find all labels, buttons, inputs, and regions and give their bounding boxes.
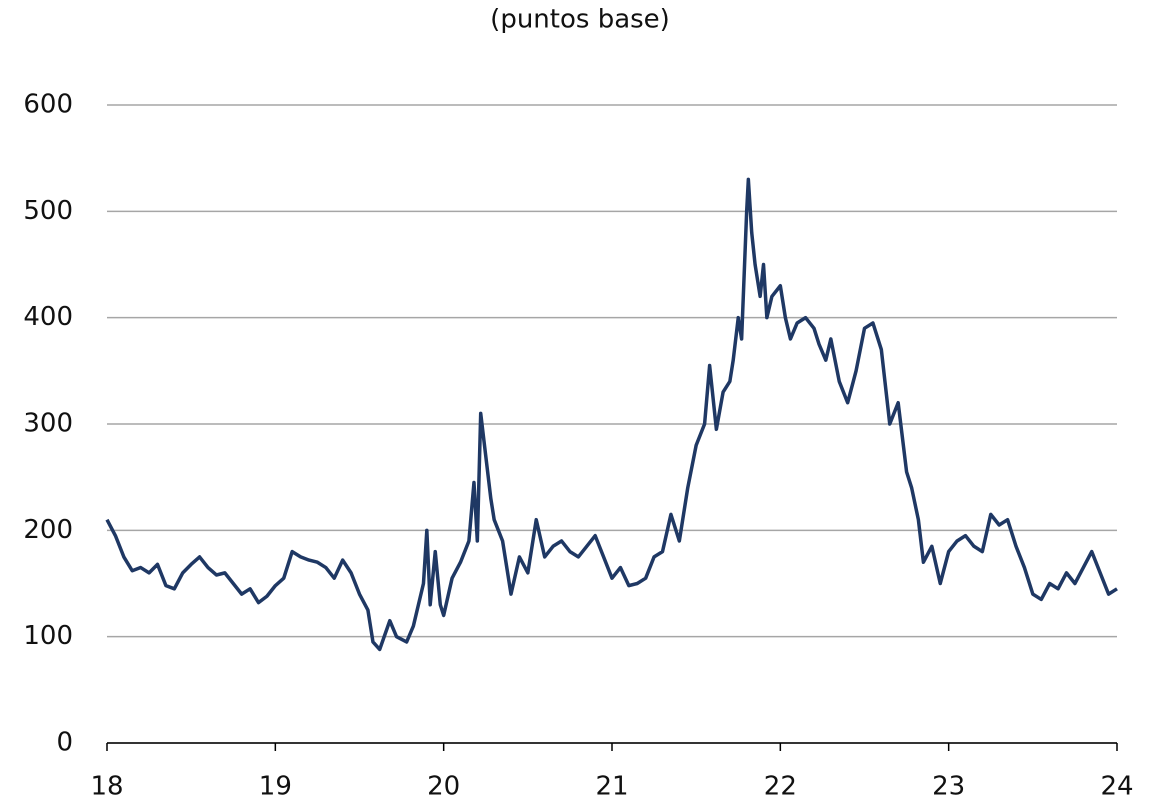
y-tick-label: 100 — [23, 621, 73, 651]
y-tick-label: 600 — [23, 90, 73, 120]
y-tick-label: 300 — [23, 409, 73, 439]
y-tick-label: 200 — [23, 515, 73, 545]
x-tick-label: 19 — [259, 772, 292, 802]
data-line — [105, 177, 1118, 652]
x-tick-label: 20 — [427, 772, 460, 802]
x-tick-label: 22 — [764, 772, 797, 802]
x-tick-label: 18 — [90, 772, 123, 802]
y-tick-label: 400 — [23, 302, 73, 332]
x-tick-label: 23 — [932, 772, 965, 802]
chart-title: (puntos base) — [490, 5, 670, 35]
y-tick-label: 0 — [56, 728, 73, 758]
x-tick-label: 24 — [1100, 772, 1133, 802]
y-tick-label: 500 — [23, 196, 73, 226]
x-tick-label: 21 — [595, 772, 628, 802]
